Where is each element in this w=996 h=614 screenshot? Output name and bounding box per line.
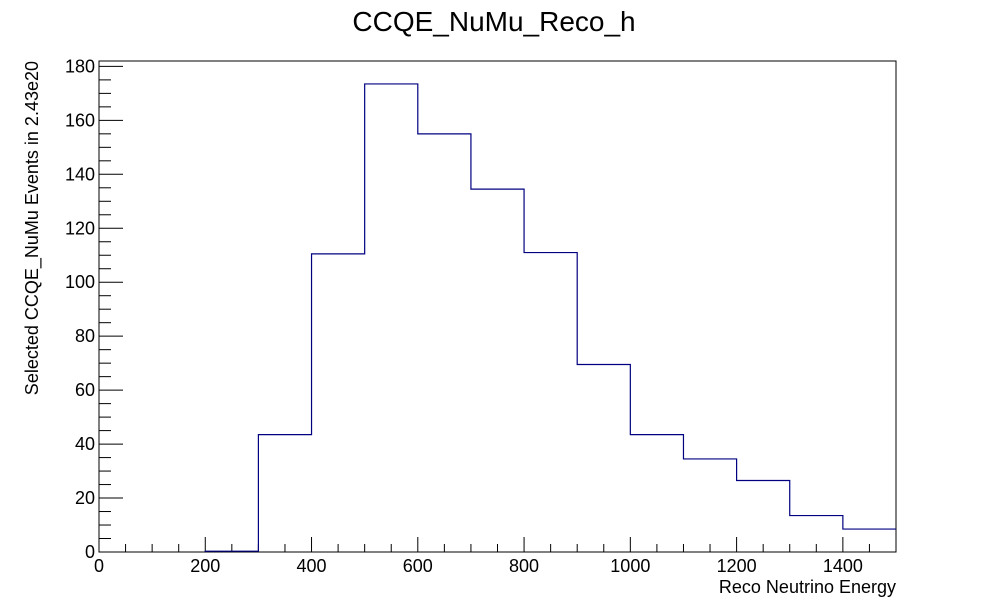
x-axis-ticks: 0 200 400 600 800 1000 1200 1400 [94, 537, 897, 576]
plot-frame [98, 60, 897, 553]
y-tick-label: 120 [65, 218, 95, 238]
y-tick-label: 60 [75, 380, 95, 400]
y-tick-label: 100 [65, 272, 95, 292]
y-axis-label: Selected CCQE_NuMu Events in 2.43e20 [22, 61, 43, 395]
x-tick-label: 1400 [823, 556, 863, 576]
x-tick-label: 1200 [717, 556, 757, 576]
x-tick-label: 800 [509, 556, 539, 576]
y-tick-label: 40 [75, 434, 95, 454]
y-tick-label: 80 [75, 326, 95, 346]
x-tick-label: 0 [94, 556, 104, 576]
y-tick-label: 180 [65, 56, 95, 76]
x-axis-label: Reco Neutrino Energy [719, 577, 896, 597]
y-tick-label: 0 [85, 542, 95, 562]
y-tick-label: 140 [65, 164, 95, 184]
x-tick-label: 600 [403, 556, 433, 576]
y-tick-label: 160 [65, 110, 95, 130]
histogram-step-line [204, 83, 896, 552]
x-tick-label: 200 [190, 556, 220, 576]
chart-title: CCQE_NuMu_Reco_h [352, 6, 635, 37]
x-tick-label: 1000 [610, 556, 650, 576]
y-axis-ticks: 0 20 40 60 80 100 120 140 160 180 [65, 56, 123, 562]
x-tick-label: 400 [297, 556, 327, 576]
y-tick-label: 20 [75, 488, 95, 508]
